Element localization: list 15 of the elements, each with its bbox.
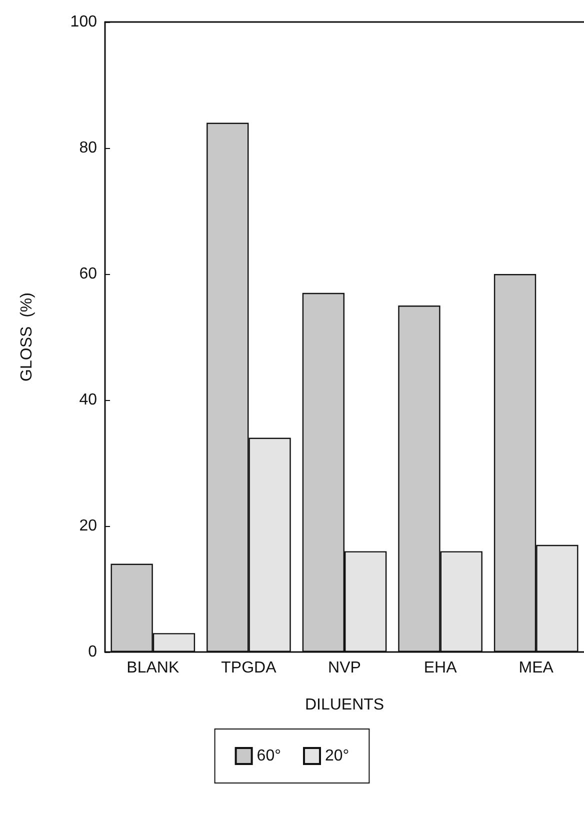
y-tick-label: 80 bbox=[79, 140, 98, 156]
x-tick-label: MEA bbox=[518, 660, 554, 676]
y-tick-label: 60 bbox=[79, 266, 98, 282]
legend-label: 20° bbox=[325, 748, 350, 764]
y-tick-label: 0 bbox=[88, 644, 98, 660]
y-tick-label: 20 bbox=[79, 518, 98, 534]
y-tick-label: 40 bbox=[79, 392, 98, 408]
x-tick-label: NVP bbox=[328, 660, 361, 676]
legend-label: 60° bbox=[256, 748, 282, 764]
y-tick-label: 100 bbox=[70, 14, 98, 30]
x-tick-label: EHA bbox=[424, 660, 458, 676]
x-tick-label: BLANK bbox=[126, 660, 180, 676]
y-axis-title: GLOSS (%) bbox=[18, 292, 36, 382]
x-tick-label: TPGDA bbox=[221, 660, 277, 676]
x-axis-title: DILUENTS bbox=[304, 696, 384, 714]
